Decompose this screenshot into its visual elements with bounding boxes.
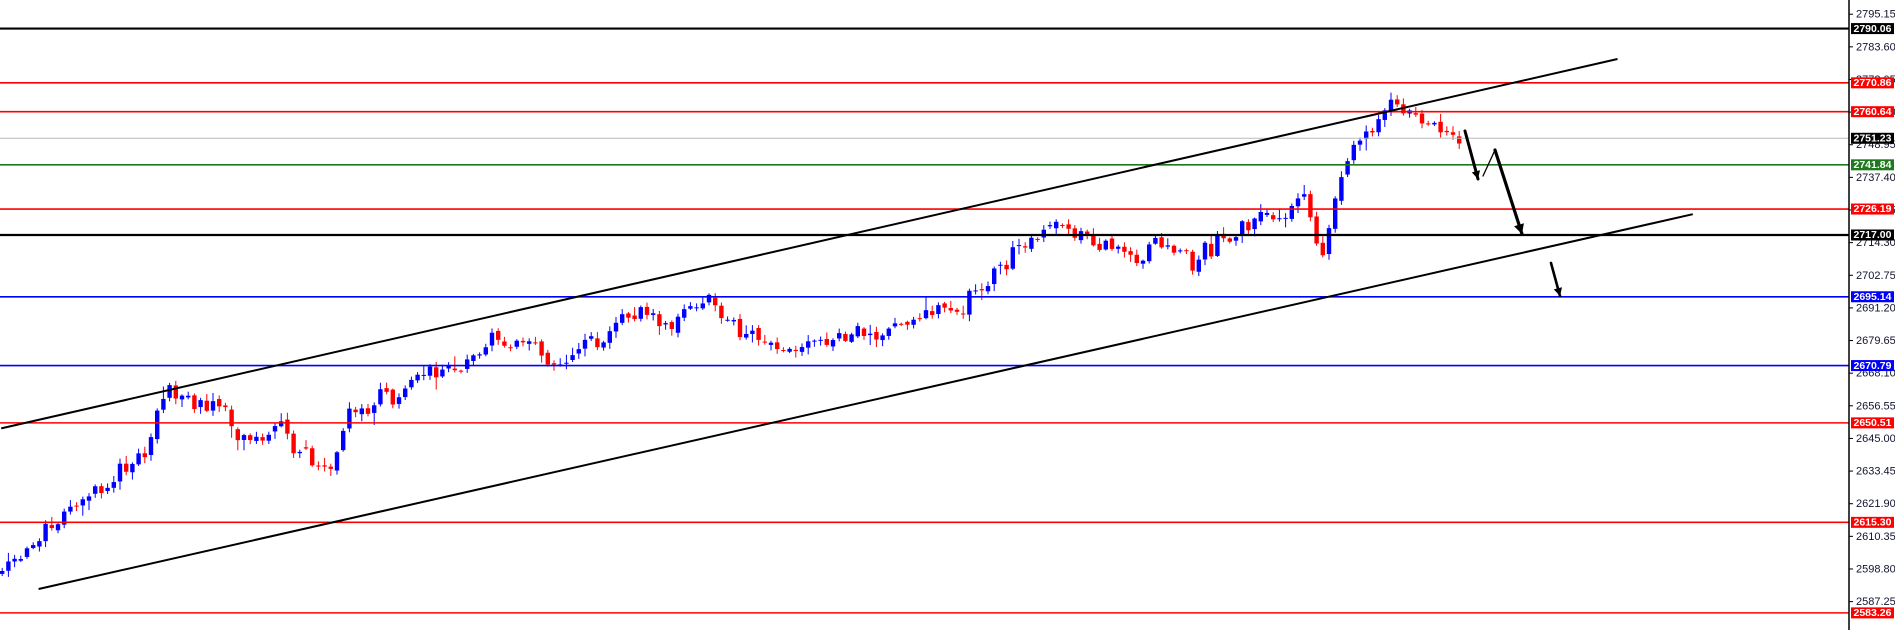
svg-text:2695.14: 2695.14: [1854, 291, 1892, 303]
svg-text:2645.00: 2645.00: [1856, 433, 1895, 445]
svg-text:2726.19: 2726.19: [1854, 203, 1892, 215]
svg-text:2760.64: 2760.64: [1854, 106, 1892, 118]
svg-text:2783.60: 2783.60: [1856, 41, 1895, 53]
svg-text:2751.23: 2751.23: [1854, 132, 1892, 144]
svg-text:2737.40: 2737.40: [1856, 172, 1895, 184]
svg-text:2702.75: 2702.75: [1856, 270, 1895, 282]
svg-text:2741.84: 2741.84: [1854, 159, 1892, 171]
svg-text:2795.15: 2795.15: [1856, 9, 1895, 21]
svg-text:2610.35: 2610.35: [1856, 531, 1895, 543]
svg-text:2717.00: 2717.00: [1854, 229, 1892, 241]
svg-text:2679.65: 2679.65: [1856, 335, 1895, 347]
svg-text:2650.51: 2650.51: [1854, 417, 1892, 429]
svg-text:2615.30: 2615.30: [1854, 517, 1892, 529]
svg-text:2790.06: 2790.06: [1854, 23, 1892, 35]
svg-text:2770.86: 2770.86: [1854, 77, 1892, 89]
svg-text:2621.90: 2621.90: [1856, 498, 1895, 510]
svg-text:2691.20: 2691.20: [1856, 302, 1895, 314]
svg-text:2583.26: 2583.26: [1854, 607, 1892, 619]
svg-text:2598.80: 2598.80: [1856, 563, 1895, 575]
svg-text:2670.79: 2670.79: [1854, 360, 1892, 372]
svg-text:2656.55: 2656.55: [1856, 400, 1895, 412]
svg-text:2633.45: 2633.45: [1856, 466, 1895, 478]
